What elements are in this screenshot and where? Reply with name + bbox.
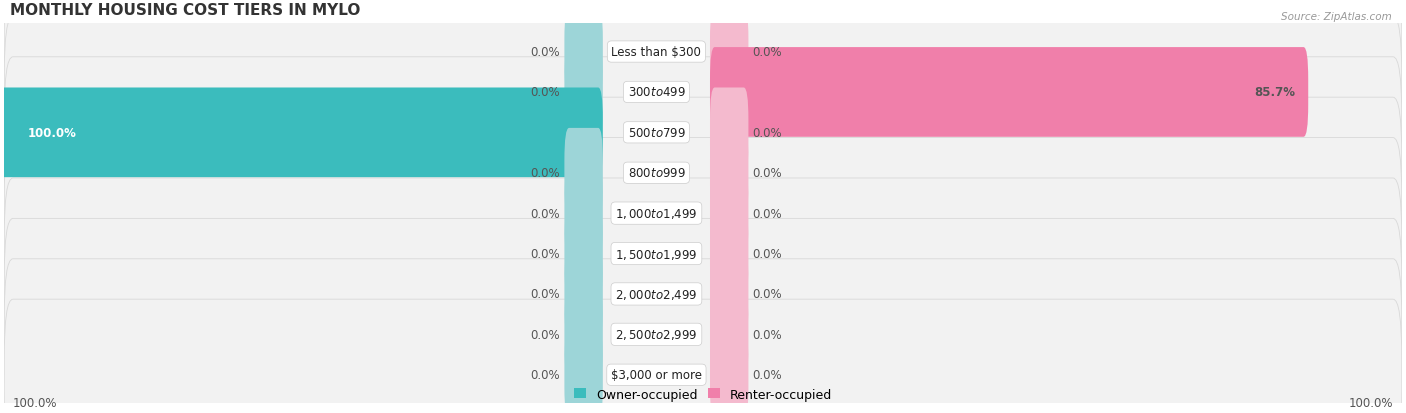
Text: $500 to $799: $500 to $799 — [627, 126, 685, 140]
FancyBboxPatch shape — [4, 138, 1402, 289]
Text: 100.0%: 100.0% — [13, 396, 58, 409]
FancyBboxPatch shape — [710, 330, 748, 413]
Text: 0.0%: 0.0% — [752, 368, 782, 381]
Text: 0.0%: 0.0% — [530, 368, 561, 381]
FancyBboxPatch shape — [4, 98, 1402, 249]
Text: 0.0%: 0.0% — [752, 247, 782, 261]
Text: 0.0%: 0.0% — [752, 167, 782, 180]
FancyBboxPatch shape — [564, 128, 603, 218]
Text: 0.0%: 0.0% — [530, 167, 561, 180]
Text: $2,500 to $2,999: $2,500 to $2,999 — [616, 328, 697, 342]
Text: $1,000 to $1,499: $1,000 to $1,499 — [616, 206, 697, 221]
Text: 0.0%: 0.0% — [752, 288, 782, 301]
Text: 85.7%: 85.7% — [1254, 86, 1295, 99]
FancyBboxPatch shape — [4, 299, 1402, 413]
Text: 0.0%: 0.0% — [530, 247, 561, 261]
FancyBboxPatch shape — [4, 259, 1402, 410]
FancyBboxPatch shape — [710, 290, 748, 379]
Text: 100.0%: 100.0% — [28, 126, 76, 140]
Text: 0.0%: 0.0% — [530, 288, 561, 301]
FancyBboxPatch shape — [0, 88, 603, 178]
FancyBboxPatch shape — [710, 249, 748, 339]
FancyBboxPatch shape — [710, 169, 748, 259]
Text: $800 to $999: $800 to $999 — [627, 167, 685, 180]
Legend: Owner-occupied, Renter-occupied: Owner-occupied, Renter-occupied — [574, 388, 832, 401]
FancyBboxPatch shape — [4, 178, 1402, 329]
FancyBboxPatch shape — [564, 330, 603, 413]
Text: 0.0%: 0.0% — [752, 46, 782, 59]
Text: 100.0%: 100.0% — [1348, 396, 1393, 409]
Text: Source: ZipAtlas.com: Source: ZipAtlas.com — [1281, 12, 1392, 22]
FancyBboxPatch shape — [4, 0, 1402, 128]
Text: $1,500 to $1,999: $1,500 to $1,999 — [616, 247, 697, 261]
Text: MONTHLY HOUSING COST TIERS IN MYLO: MONTHLY HOUSING COST TIERS IN MYLO — [10, 3, 360, 18]
Text: 0.0%: 0.0% — [530, 207, 561, 220]
FancyBboxPatch shape — [4, 58, 1402, 209]
FancyBboxPatch shape — [564, 8, 603, 97]
Text: Less than $300: Less than $300 — [612, 46, 702, 59]
FancyBboxPatch shape — [4, 17, 1402, 168]
Text: 0.0%: 0.0% — [752, 126, 782, 140]
Text: 0.0%: 0.0% — [530, 86, 561, 99]
Text: $300 to $499: $300 to $499 — [627, 86, 685, 99]
Text: $2,000 to $2,499: $2,000 to $2,499 — [616, 287, 697, 301]
Text: 0.0%: 0.0% — [752, 328, 782, 341]
FancyBboxPatch shape — [710, 8, 748, 97]
FancyBboxPatch shape — [710, 88, 748, 178]
FancyBboxPatch shape — [710, 128, 748, 218]
FancyBboxPatch shape — [564, 249, 603, 339]
Text: 0.0%: 0.0% — [752, 207, 782, 220]
Text: $3,000 or more: $3,000 or more — [612, 368, 702, 381]
Text: 0.0%: 0.0% — [530, 328, 561, 341]
Text: 0.0%: 0.0% — [530, 46, 561, 59]
FancyBboxPatch shape — [564, 209, 603, 299]
FancyBboxPatch shape — [4, 219, 1402, 370]
FancyBboxPatch shape — [710, 48, 1308, 138]
FancyBboxPatch shape — [564, 290, 603, 379]
FancyBboxPatch shape — [710, 209, 748, 299]
FancyBboxPatch shape — [564, 48, 603, 138]
FancyBboxPatch shape — [564, 169, 603, 259]
